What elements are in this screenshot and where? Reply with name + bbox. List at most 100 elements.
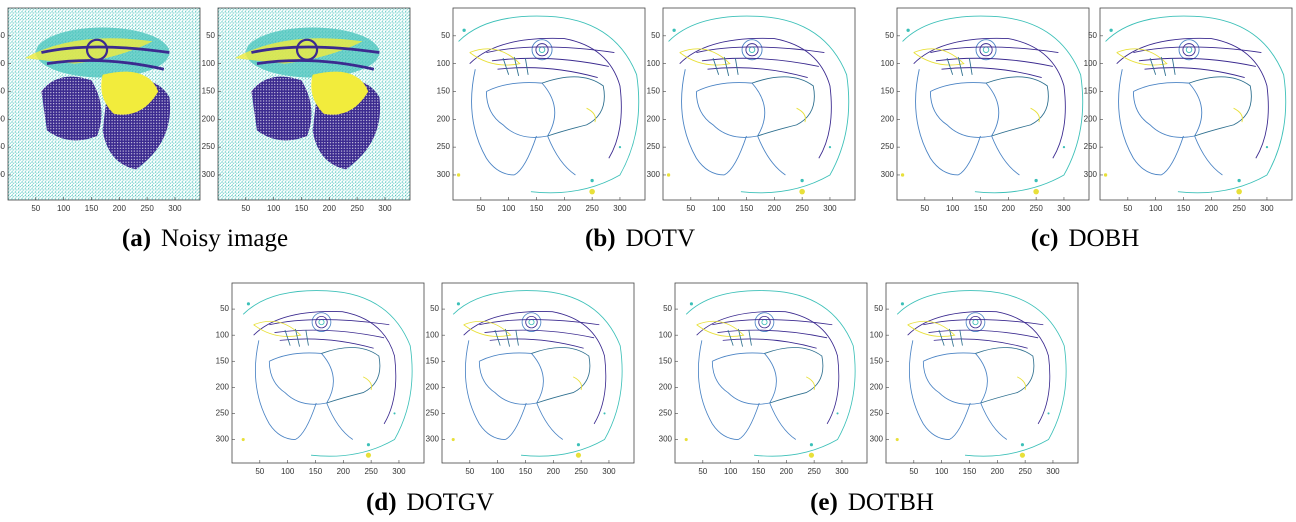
x-tick-label: 300 — [613, 204, 627, 213]
x-tick-label: 150 — [85, 204, 99, 213]
y-tick-label: 100 — [426, 330, 440, 339]
y-tick-label: 200 — [0, 114, 6, 123]
caption-label: (d) — [366, 489, 397, 516]
x-tick-label: 200 — [337, 467, 351, 476]
axes-frame — [896, 7, 1090, 201]
x-tick-label: 50 — [255, 467, 264, 476]
x-tick-label: 300 — [1046, 467, 1060, 476]
y-tick-label: 100 — [1084, 59, 1098, 68]
caption: (e) DOTBH — [810, 489, 934, 516]
axes-frame — [662, 7, 856, 201]
subplot: 50 100 150 200 250 300 50 100 150 200 250 300 — [659, 282, 868, 476]
x-tick-label: 200 — [768, 204, 782, 213]
caption: (a) Noisy image — [122, 225, 288, 252]
y-tick-label: 300 — [0, 170, 6, 179]
x-tick-label: 100 — [946, 204, 960, 213]
y-tick-label: 50 — [874, 304, 883, 313]
x-tick-label: 100 — [935, 467, 949, 476]
image — [900, 15, 1084, 195]
image — [1103, 15, 1287, 195]
caption: (d) DOTGV — [366, 489, 494, 516]
x-tick-label: 150 — [519, 467, 533, 476]
y-tick-label: 150 — [1084, 87, 1098, 96]
y-tick-label: 100 — [437, 59, 451, 68]
caption-text: DOBH — [1068, 225, 1139, 252]
y-tick-label: 250 — [202, 142, 216, 151]
x-tick-label: 300 — [378, 204, 392, 213]
y-tick-label: 200 — [659, 382, 673, 391]
x-tick-label: 250 — [364, 467, 378, 476]
axes-frame — [1099, 7, 1293, 201]
y-tick-label: 100 — [216, 330, 230, 339]
x-tick-label: 250 — [585, 204, 599, 213]
y-tick-label: 200 — [1084, 114, 1098, 123]
x-tick-label: 50 — [465, 467, 474, 476]
x-tick-label: 100 — [281, 467, 295, 476]
subplot: 50 100 150 200 250 300 50 100 150 200 250 300 — [202, 7, 411, 213]
y-tick-label: 50 — [206, 31, 215, 40]
x-tick-label: 150 — [752, 467, 766, 476]
x-tick-label: 300 — [823, 204, 837, 213]
caption-label: (e) — [810, 489, 838, 516]
x-tick-label: 300 — [392, 467, 406, 476]
x-tick-label: 250 — [1029, 204, 1043, 213]
x-tick-label: 250 — [574, 467, 588, 476]
caption-text: DOTGV — [407, 489, 495, 516]
x-tick-label: 100 — [491, 467, 505, 476]
x-tick-label: 50 — [698, 467, 707, 476]
y-tick-label: 200 — [426, 382, 440, 391]
x-tick-label: 50 — [241, 204, 250, 213]
image — [241, 290, 413, 459]
x-tick-label: 50 — [476, 204, 485, 213]
y-tick-label: 300 — [647, 170, 661, 179]
y-tick-label: 150 — [437, 87, 451, 96]
y-tick-label: 300 — [1084, 170, 1098, 179]
y-tick-label: 250 — [216, 409, 230, 418]
x-tick-label: 150 — [740, 204, 754, 213]
subplot: 50 100 150 200 250 300 50 100 150 200 250 300 — [881, 7, 1090, 213]
x-tick-label: 50 — [686, 204, 695, 213]
x-tick-label: 200 — [558, 204, 572, 213]
x-tick-label: 50 — [31, 204, 40, 213]
x-tick-label: 150 — [1177, 204, 1191, 213]
y-tick-label: 250 — [659, 409, 673, 418]
x-tick-label: 50 — [920, 204, 929, 213]
y-tick-label: 200 — [437, 114, 451, 123]
subplot: 50 100 150 200 250 300 50 100 150 200 250 300 — [216, 282, 425, 476]
y-tick-label: 200 — [216, 382, 230, 391]
caption-text: DOTV — [626, 225, 695, 252]
subplot: 50 100 150 200 250 300 50 100 150 200 250 300 — [437, 7, 646, 213]
y-tick-label: 250 — [437, 142, 451, 151]
y-tick-label: 250 — [426, 409, 440, 418]
y-tick-label: 250 — [0, 142, 6, 151]
y-tick-label: 50 — [0, 31, 6, 40]
y-tick-label: 300 — [437, 170, 451, 179]
axes-frame — [674, 282, 868, 464]
y-tick-label: 150 — [870, 356, 884, 365]
x-tick-label: 200 — [323, 204, 337, 213]
x-tick-label: 150 — [530, 204, 544, 213]
subplot: 50 100 150 200 250 300 50 100 150 200 250 300 — [647, 7, 856, 213]
x-tick-label: 250 — [1018, 467, 1032, 476]
y-tick-label: 150 — [881, 87, 895, 96]
y-tick-label: 150 — [659, 356, 673, 365]
x-tick-label: 200 — [780, 467, 794, 476]
caption-label: (c) — [1031, 225, 1059, 252]
y-tick-label: 200 — [870, 382, 884, 391]
axes-frame — [231, 282, 425, 464]
y-tick-label: 50 — [885, 31, 894, 40]
y-tick-label: 100 — [0, 59, 6, 68]
image — [8, 8, 200, 200]
x-tick-label: 50 — [1123, 204, 1132, 213]
x-tick-label: 100 — [57, 204, 71, 213]
y-tick-label: 150 — [647, 87, 661, 96]
y-tick-label: 200 — [881, 114, 895, 123]
x-tick-label: 150 — [963, 467, 977, 476]
y-tick-label: 100 — [647, 59, 661, 68]
axes-frame — [217, 7, 411, 201]
x-tick-label: 150 — [295, 204, 309, 213]
x-tick-label: 200 — [991, 467, 1005, 476]
y-tick-label: 250 — [881, 142, 895, 151]
subplot: 50 100 150 200 250 300 50 100 150 200 250 300 — [870, 282, 1079, 476]
y-tick-label: 150 — [216, 356, 230, 365]
